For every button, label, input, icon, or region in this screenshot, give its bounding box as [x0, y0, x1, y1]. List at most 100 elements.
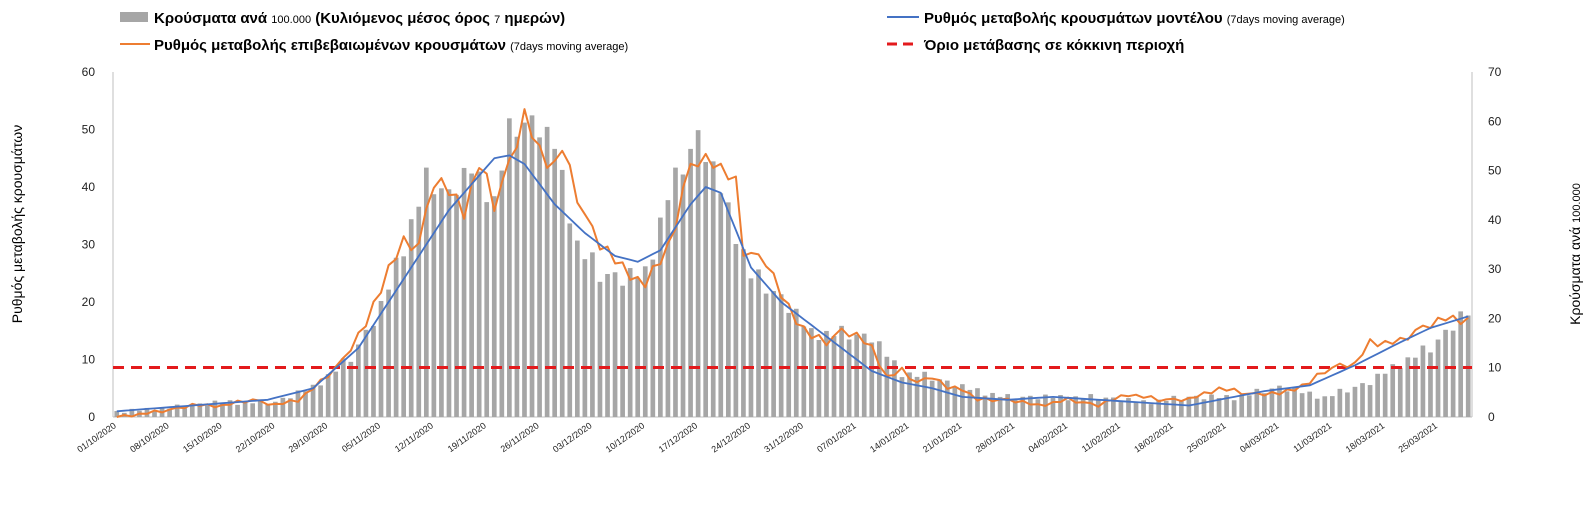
bar [967, 389, 973, 417]
bar [1375, 373, 1380, 417]
bar [854, 334, 860, 417]
bar [544, 126, 550, 418]
bar [559, 169, 565, 417]
bar [876, 341, 882, 417]
bar [846, 339, 852, 417]
x-tick-label: 25/02/2021 [1185, 420, 1228, 454]
bar [952, 387, 958, 417]
bar [469, 173, 474, 417]
confirmed-line [116, 108, 1469, 418]
bar [605, 274, 610, 417]
bar [1186, 396, 1192, 417]
left-axis-title: Ρυθμός μεταβολής κρουσμάτων [9, 125, 25, 323]
x-tick-label: 03/12/2020 [551, 420, 594, 454]
bar [960, 384, 965, 417]
x-tick-label: 18/02/2021 [1132, 420, 1175, 454]
legend: Κρούσματα ανά 100.000 (Κυλιόμενος μέσος … [120, 10, 1345, 54]
bar-series [114, 115, 1471, 418]
bar [1148, 404, 1154, 417]
bar [612, 272, 618, 417]
bar [793, 308, 799, 417]
bar [839, 325, 844, 417]
bar [1005, 394, 1011, 417]
x-tick-label: 24/12/2020 [709, 420, 752, 454]
bar [1231, 400, 1237, 417]
bar [1307, 391, 1313, 417]
x-tick-label: 01/10/2020 [75, 420, 118, 454]
bar [1458, 311, 1464, 417]
bar [423, 167, 429, 417]
bar [1058, 395, 1063, 417]
x-tick-label: 04/02/2021 [1027, 420, 1070, 454]
bar [1216, 398, 1222, 417]
bar [703, 162, 709, 417]
bar [303, 391, 308, 417]
bar [242, 401, 248, 417]
bar [997, 396, 1003, 417]
bar [627, 268, 633, 417]
bar [476, 171, 482, 417]
bar [778, 294, 784, 417]
bar [1073, 396, 1078, 417]
left-tick-label: 30 [82, 238, 96, 252]
bar [114, 411, 120, 417]
bar [680, 174, 686, 417]
bar [1435, 339, 1441, 417]
x-tick-label: 14/01/2021 [868, 420, 911, 454]
left-tick-label: 20 [82, 295, 96, 309]
bar [378, 300, 384, 417]
bar [1450, 330, 1456, 417]
bar [982, 395, 988, 417]
bar [325, 374, 331, 417]
bar [227, 400, 233, 417]
bar [1352, 386, 1358, 417]
bar [1171, 395, 1177, 417]
bar [416, 206, 422, 417]
bar [763, 293, 769, 417]
bar [439, 188, 444, 417]
bar [461, 167, 467, 417]
bar [1254, 388, 1260, 417]
bar [507, 118, 512, 417]
bar [189, 405, 195, 417]
bar [582, 259, 588, 417]
bar [1345, 392, 1350, 417]
bar [884, 356, 890, 417]
bar [1194, 395, 1199, 417]
bar [869, 342, 875, 417]
bar [899, 377, 905, 417]
bar [590, 252, 595, 417]
bar [642, 266, 648, 417]
bar [771, 291, 776, 417]
bar [748, 278, 754, 417]
bar [1292, 387, 1297, 417]
bar [1413, 357, 1418, 417]
left-tick-label: 50 [82, 123, 96, 137]
bar [1163, 400, 1169, 417]
bar [1405, 357, 1411, 417]
bar [280, 397, 286, 417]
right-tick-label: 10 [1488, 361, 1502, 375]
x-tick-label: 26/11/2020 [499, 420, 541, 454]
bar [635, 278, 641, 417]
bar [1103, 397, 1109, 417]
left-tick-label: 60 [82, 65, 96, 79]
bar [1065, 400, 1071, 417]
x-tick-label: 28/01/2021 [974, 420, 1017, 454]
bar [1269, 388, 1275, 417]
bar [552, 148, 558, 417]
bar [310, 384, 316, 417]
bar [892, 360, 897, 417]
bar [257, 399, 263, 417]
bar [1111, 397, 1116, 417]
bar [1080, 398, 1086, 417]
bar [408, 219, 414, 417]
bar [1420, 345, 1426, 417]
bar [990, 392, 995, 417]
bar [1224, 395, 1229, 417]
bar [454, 194, 459, 417]
x-tick-label: 11/03/2021 [1291, 420, 1333, 454]
x-tick-label: 31/12/2020 [762, 420, 805, 454]
right-tick-label: 40 [1488, 213, 1502, 227]
bar [1201, 399, 1207, 417]
